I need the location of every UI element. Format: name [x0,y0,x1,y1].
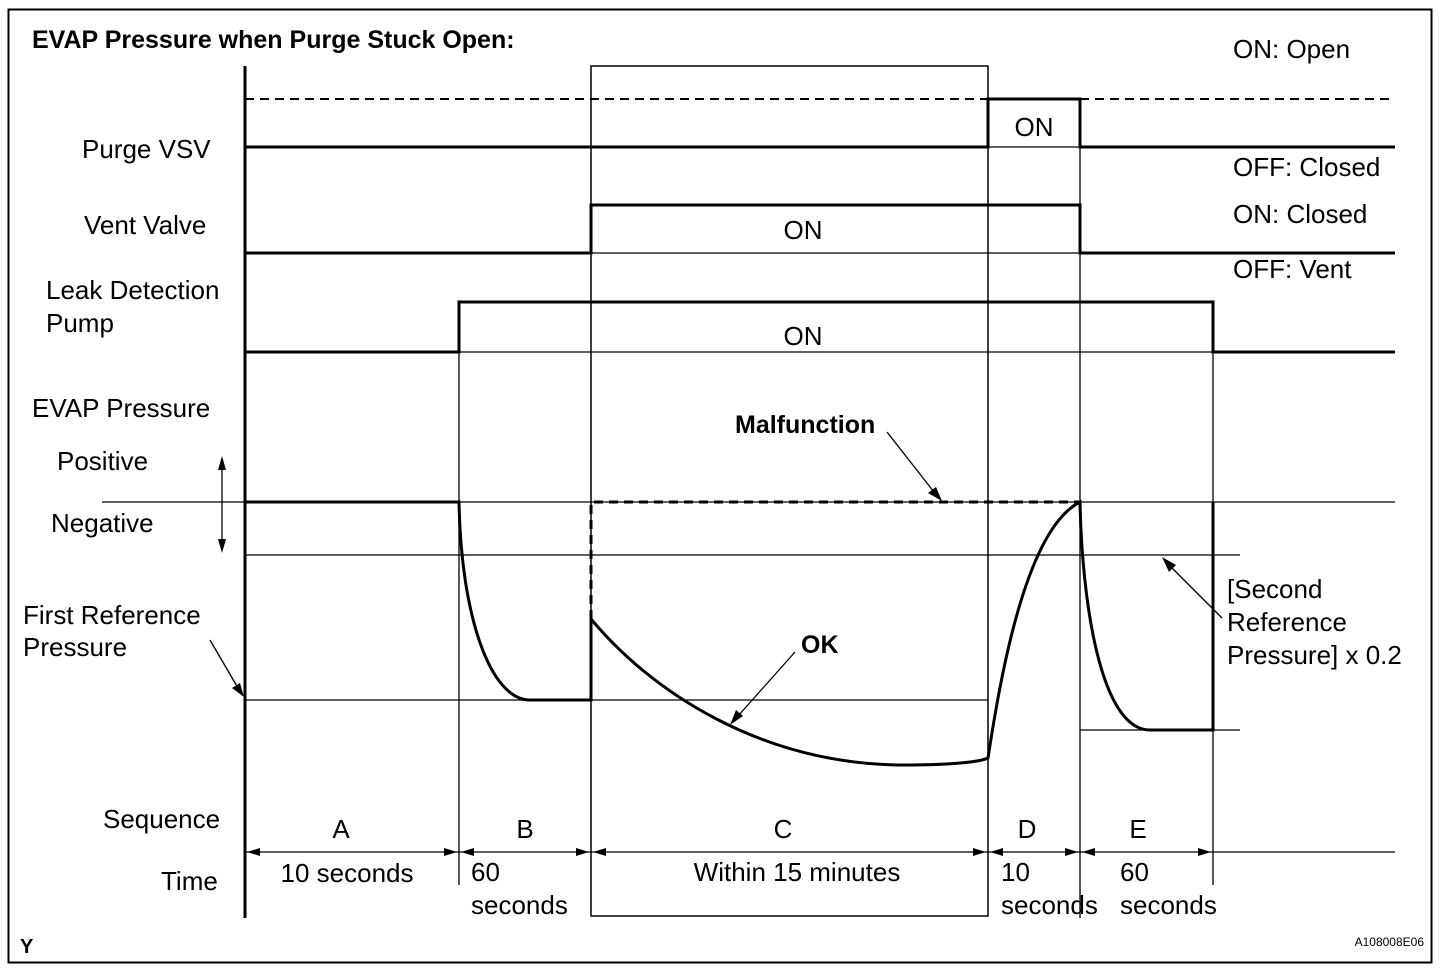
malfunction-arrow [886,431,935,493]
time-e-2: seconds [1120,890,1217,920]
time-d-1: 10 [1001,857,1030,887]
time-c: Within 15 minutes [694,857,901,887]
second-ref-arrow [1169,565,1223,619]
ok-arrow-head [730,710,743,725]
phase-c-box [590,65,989,917]
label-positive: Positive [57,446,148,476]
sequence-b: B [516,814,533,844]
sequence-a: A [332,814,350,844]
label-vent-valve: Vent Valve [84,210,206,240]
second-ref-arrow-head [1162,557,1176,572]
label-malfunction: Malfunction [735,411,875,439]
time-arrow-heads [247,848,1211,856]
neg-arrow-head [218,539,226,553]
malfunction-curve [589,500,1080,619]
label-purge-on: ON [1015,112,1054,142]
evap-pressure-curve [245,499,1215,767]
malfunction-arrow-head [928,487,942,501]
label-second-ref-2: Reference [1227,607,1347,637]
time-d-2: seconds [1001,890,1098,920]
pos-arrow-head [218,456,226,470]
leak-pump-signal [245,300,1395,354]
label-leak-pump-2: Pump [46,308,114,338]
figure-code: A108008E06 [1355,935,1425,949]
label-purge-vsv: Purge VSV [82,134,211,164]
label-first-ref-1: First Reference [23,600,201,630]
purge-vsv-signal [245,97,1395,149]
label-purge-off-closed: OFF: Closed [1233,152,1380,182]
first-ref-arrow [209,639,239,689]
label-evap-pressure: EVAP Pressure [32,393,210,423]
label-vent-on: ON [784,215,823,245]
label-first-ref-2: Pressure [23,632,127,662]
label-second-ref-1: [Second [1227,574,1322,604]
label-second-ref-3: Pressure] x 0.2 [1227,640,1402,670]
time-b-1: 60 [471,857,500,887]
time-b-2: seconds [471,890,568,920]
label-vent-on-closed: ON: Closed [1233,199,1367,229]
sequence-c: C [774,814,793,844]
sequence-d: D [1018,814,1037,844]
outer-frame [7,8,1433,964]
ok-arrow [737,651,796,717]
vent-valve-signal [245,203,1395,255]
time-e-1: 60 [1120,857,1149,887]
label-leak-pump-1: Leak Detection [46,275,219,305]
time-a: 10 seconds [281,858,414,888]
diagram-title: EVAP Pressure when Purge Stuck Open: [32,26,515,54]
label-vent-off-vent: OFF: Vent [1233,254,1352,284]
label-time: Time [161,866,218,896]
first-ref-arrow-head [232,683,244,697]
label-ok: OK [801,631,839,659]
corner-letter: Y [20,936,34,958]
label-pump-on: ON [784,321,823,351]
label-sequence: Sequence [103,804,220,834]
sequence-e: E [1129,814,1146,844]
label-negative: Negative [51,508,154,538]
label-purge-on-open: ON: Open [1233,34,1350,64]
